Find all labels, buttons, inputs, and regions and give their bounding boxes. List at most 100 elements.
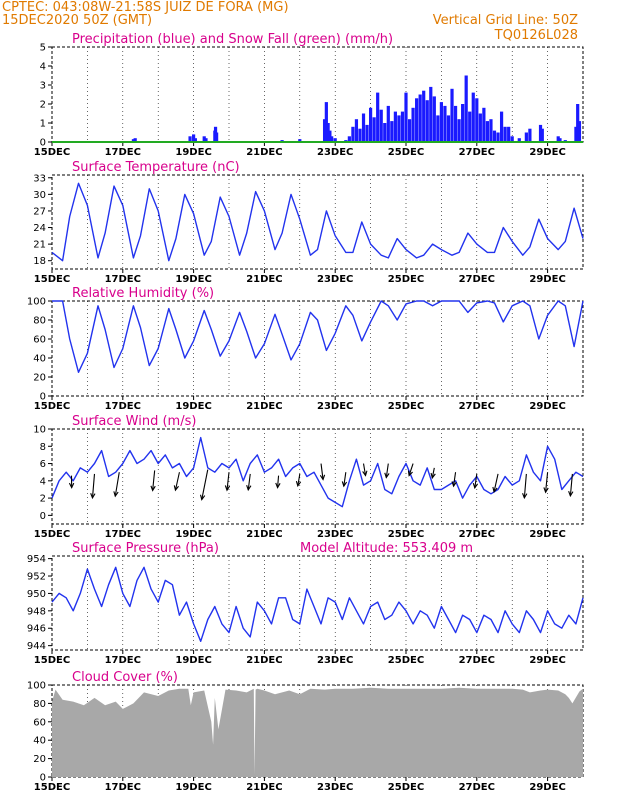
- precip-bar: [464, 75, 468, 142]
- panel-subtitle: Model Altitude: 553.409 m: [300, 541, 473, 556]
- x-tick-label: 19DEC: [175, 529, 211, 540]
- x-tick-label: 27DEC: [459, 529, 495, 540]
- precip-bar: [326, 123, 330, 142]
- wind-arrow-head: [295, 480, 302, 488]
- precip-bar: [347, 136, 351, 142]
- y-tick-label: 946: [27, 624, 46, 635]
- y-tick-label: 0: [40, 392, 46, 403]
- x-tick-label: 23DEC: [317, 782, 353, 793]
- precip-bar: [411, 107, 415, 142]
- panel-title: Surface Pressure (hPa): [72, 541, 219, 556]
- x-tick-label: 23DEC: [317, 401, 353, 412]
- x-tick-label: 19DEC: [175, 401, 211, 412]
- header: CPTEC: 043:08W-21:58S JUIZ DE FORA (MG) …: [2, 0, 578, 43]
- precip-bar: [400, 111, 405, 142]
- precip-bar: [330, 136, 334, 142]
- x-tick-label: 29DEC: [529, 782, 565, 793]
- precip-bar: [524, 132, 528, 142]
- y-tick-label: 948: [27, 606, 46, 617]
- wind-arrow-shaft: [362, 463, 367, 476]
- wind-arrow-head: [407, 470, 413, 477]
- wind-arrow-shaft: [453, 472, 457, 487]
- y-tick-label: 30: [33, 190, 46, 201]
- precip-bar: [432, 96, 436, 142]
- precip-bar: [446, 115, 451, 142]
- precip-bar: [538, 124, 543, 142]
- precip-bar: [577, 121, 582, 142]
- model-code: TQ0126L028: [494, 28, 578, 43]
- y-tick-label: 33: [33, 173, 46, 184]
- station-info: CPTEC: 043:08W-21:58S JUIZ DE FORA (MG): [2, 0, 289, 15]
- precip-bar: [475, 98, 479, 142]
- panel-2: Surface Temperature (nC) 18 21 24 27 30 33 15DE…: [33, 160, 584, 285]
- precip-bar: [202, 136, 206, 142]
- panel-title: Surface Temperature (nC): [72, 160, 240, 175]
- plot-frame: [51, 174, 584, 270]
- y-tick-label: 0: [40, 511, 46, 522]
- x-tick-label: 19DEC: [175, 655, 211, 666]
- panel-1: Precipitation (blue) and Snow Fall (gree…: [34, 32, 584, 158]
- precip-bar: [510, 136, 514, 142]
- y-tick-label: 950: [27, 589, 46, 600]
- precip-bar: [517, 138, 521, 142]
- wind-arrow-shaft: [493, 473, 499, 493]
- precip-bar: [354, 119, 359, 142]
- wind-arrow: [295, 473, 302, 488]
- wind-arrow: [362, 463, 368, 477]
- x-tick-label: 23DEC: [317, 274, 353, 285]
- series-line: [51, 182, 584, 262]
- y-tick-label: 6: [40, 459, 46, 470]
- precip-bar: [376, 92, 380, 142]
- wind-arrow: [492, 473, 499, 494]
- x-tick-label: 21DEC: [246, 655, 282, 666]
- precip-bar: [478, 113, 482, 142]
- precip-bar: [361, 113, 366, 142]
- wind-arrow-head: [384, 472, 390, 479]
- precip-bar: [131, 139, 136, 142]
- precip-bar: [188, 136, 192, 142]
- y-tick-label: 100: [27, 297, 46, 308]
- y-tick-label: 18: [33, 256, 46, 267]
- wind-arrow-shaft: [277, 475, 280, 488]
- precip-bar: [372, 117, 376, 142]
- precip-bar: [192, 134, 196, 142]
- precip-bar: [576, 104, 580, 142]
- precip-bar: [407, 119, 412, 142]
- y-tick-label: 60: [33, 335, 46, 346]
- x-tick-label: 17DEC: [105, 655, 141, 666]
- precip-bar: [193, 138, 197, 142]
- wind-arrow: [543, 472, 549, 494]
- wind-arrow: [199, 469, 209, 501]
- wind-arrow-shaft: [247, 473, 251, 490]
- precip-bar: [369, 107, 373, 142]
- precip-bar: [298, 139, 302, 142]
- wind-arrow-shaft: [545, 472, 549, 493]
- grid-note: Vertical Grid Line: 50Z: [433, 13, 578, 28]
- wind-arrow-shaft: [114, 472, 120, 497]
- precip-bar: [415, 98, 419, 142]
- x-tick-label: 15DEC: [34, 401, 70, 412]
- wind-arrow-head: [568, 491, 574, 498]
- wind-arrow: [430, 467, 436, 480]
- x-tick-label: 21DEC: [246, 782, 282, 793]
- x-tick-label: 29DEC: [529, 529, 565, 540]
- y-tick-label: 80: [33, 316, 46, 327]
- y-tick-label: 0: [40, 138, 46, 149]
- wind-arrow-head: [68, 482, 75, 489]
- cloud-cover-area: [52, 687, 583, 777]
- precip-bar: [404, 92, 408, 142]
- x-tick-label: 29DEC: [529, 655, 565, 666]
- wind-arrow-shaft: [569, 473, 573, 496]
- plot-frame: [51, 428, 584, 525]
- wind-arrow: [224, 472, 231, 492]
- wind-arrow-head: [492, 486, 498, 494]
- precip-bar: [558, 138, 562, 142]
- x-tick-label: 25DEC: [388, 782, 424, 793]
- x-tick-label: 15DEC: [34, 529, 70, 540]
- precip-bar: [443, 105, 447, 142]
- x-tick-label: 17DEC: [105, 529, 141, 540]
- precip-bar: [503, 126, 507, 142]
- wind-arrow-head: [362, 470, 368, 477]
- precip-bar: [461, 104, 465, 142]
- panel-title: Precipitation (blue) and Snow Fall (gree…: [72, 32, 393, 47]
